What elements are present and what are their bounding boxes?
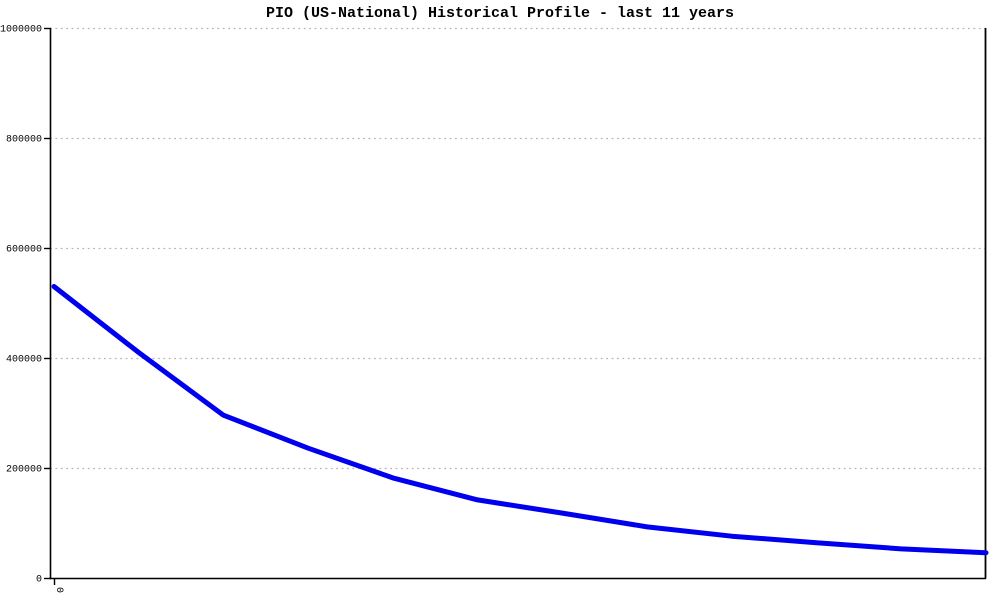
chart-title: PIO (US-National) Historical Profile - l… <box>265 5 735 22</box>
y-tick-label: 0 <box>36 575 42 586</box>
series-line-pio <box>51 284 989 556</box>
y-tick-label: 200000 <box>6 465 42 476</box>
y-tick-label: 800000 <box>6 135 42 146</box>
x-tick-label: 0 <box>53 587 64 593</box>
y-tick-label: 600000 <box>6 245 42 256</box>
y-tick-label: 400000 <box>6 355 42 366</box>
y-tick-label: 1000000 <box>0 25 42 36</box>
